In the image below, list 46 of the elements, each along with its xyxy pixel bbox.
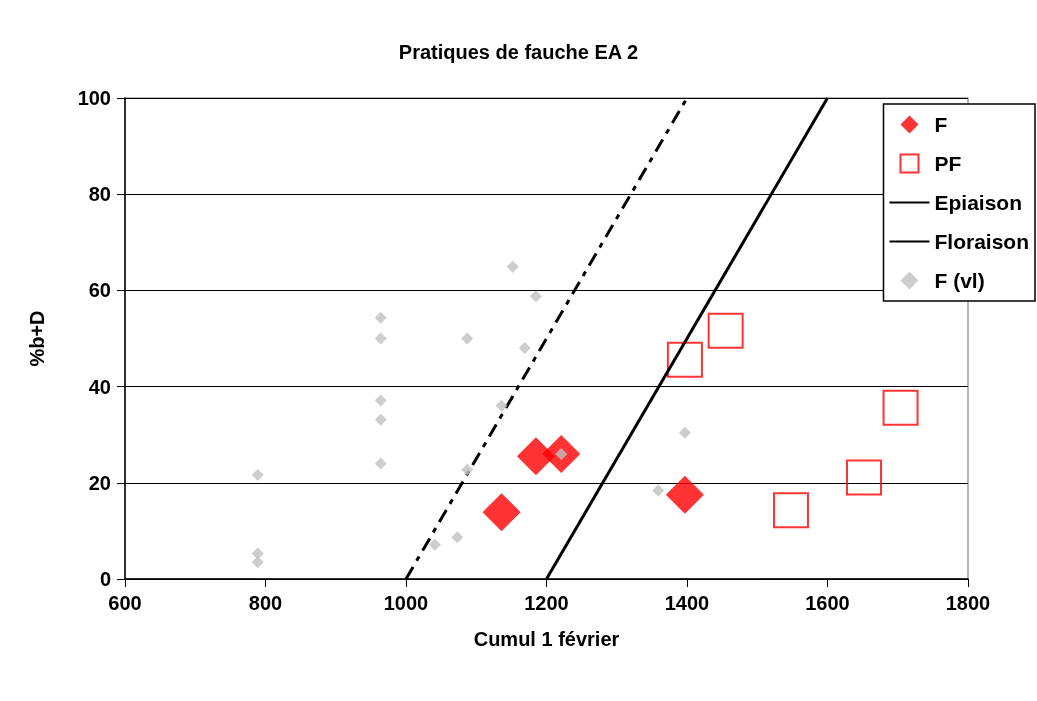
x-tick-label: 800 [248, 592, 283, 614]
x-tick-label: 1600 [805, 592, 850, 614]
x-axis-title: Cumul 1 février [473, 628, 620, 650]
point [251, 556, 264, 569]
point [461, 332, 474, 345]
point [665, 475, 704, 514]
point [482, 493, 521, 532]
point [428, 538, 441, 551]
point [518, 342, 531, 355]
legend-label: Floraison [934, 230, 1030, 253]
y-tick-label: 20 [88, 471, 111, 494]
point [882, 389, 919, 426]
y-tick-label: 80 [88, 183, 111, 206]
y-tick-label: 100 [77, 87, 111, 109]
point [374, 457, 387, 470]
point [374, 332, 387, 345]
point [451, 531, 464, 544]
chart-title: Pratiques de fauche EA 2 [398, 41, 639, 63]
point [461, 463, 474, 476]
y-tick-label: 0 [99, 568, 111, 590]
point [652, 484, 665, 497]
x-tick-label: 600 [108, 592, 142, 614]
legend-label: F (vl) [934, 269, 985, 292]
point [251, 469, 264, 482]
legend-label: F [934, 113, 948, 136]
point [707, 312, 744, 349]
x-tick-label: 1800 [945, 592, 991, 614]
x-tick-label: 1000 [383, 592, 429, 614]
point [374, 413, 387, 426]
legend-label: PF [934, 152, 962, 175]
point [542, 434, 581, 473]
point [374, 394, 387, 407]
point [772, 492, 809, 529]
point [374, 311, 387, 324]
point [678, 426, 691, 439]
y-tick-label: 60 [88, 279, 111, 302]
legend-label: Epiaison [934, 191, 1023, 214]
y-tick-label: 40 [88, 375, 111, 398]
point [495, 399, 508, 412]
point [666, 341, 703, 378]
point [846, 459, 883, 496]
x-tick-label: 1200 [524, 592, 569, 614]
x-tick-label: 1400 [664, 592, 710, 614]
point [506, 260, 519, 273]
point [529, 290, 542, 303]
y-axis-title: %b+D [26, 310, 48, 367]
